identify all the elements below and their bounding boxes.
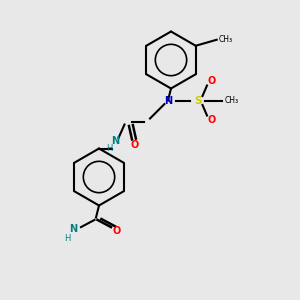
Text: O: O — [112, 226, 121, 236]
Text: S: S — [194, 95, 202, 106]
Text: N: N — [164, 95, 172, 106]
Text: N: N — [111, 136, 120, 146]
Text: H: H — [64, 234, 71, 243]
Text: O: O — [207, 115, 216, 125]
Text: CH₃: CH₃ — [225, 96, 239, 105]
Text: O: O — [131, 140, 139, 150]
Text: O: O — [207, 76, 216, 86]
Text: H: H — [106, 144, 113, 153]
Text: CH₃: CH₃ — [218, 35, 232, 44]
Text: N: N — [69, 224, 78, 235]
